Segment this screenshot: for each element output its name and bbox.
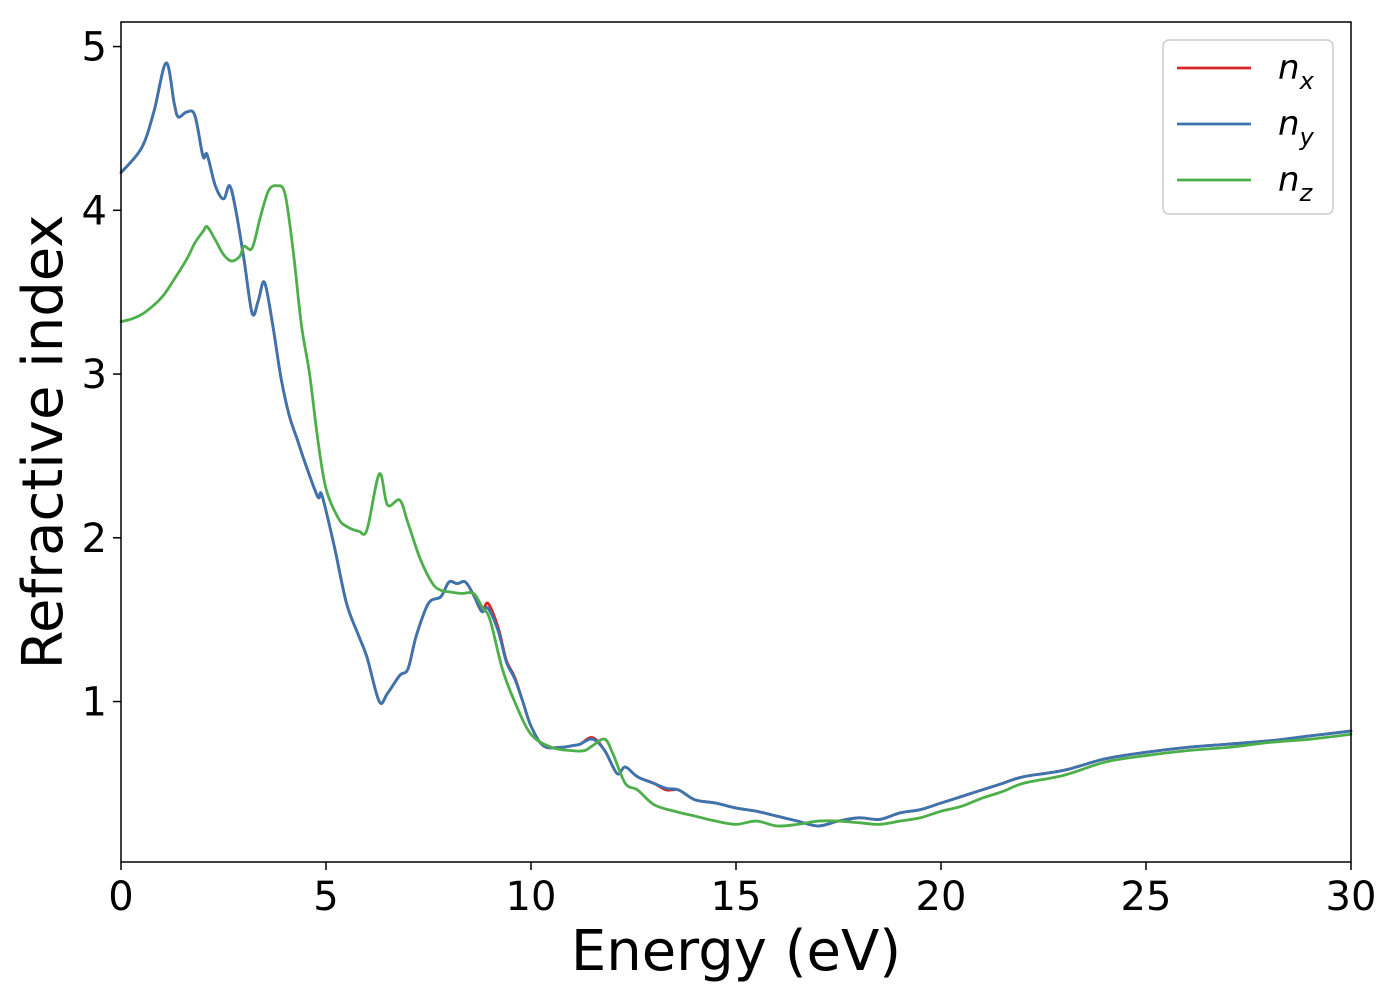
x-tick-label: 5 — [313, 874, 338, 920]
y-tick-label: 4 — [82, 188, 107, 234]
x-tick-label: 30 — [1326, 874, 1377, 920]
x-tick-label: 25 — [1121, 874, 1172, 920]
series-layer — [119, 61, 1353, 828]
legend-label-n-x: nx — [1278, 48, 1315, 95]
x-axis: 0 5 10 15 20 25 30 — [108, 862, 1376, 920]
legend-label-n-z: nz — [1278, 160, 1314, 207]
y-tick-label: 3 — [82, 352, 107, 398]
series-line-n-z — [119, 184, 1353, 828]
legend-box — [1162, 39, 1334, 215]
x-tick-label: 0 — [108, 874, 133, 920]
x-axis-title: Energy (eV) — [571, 919, 901, 984]
legend: nx ny nz — [1162, 39, 1334, 215]
y-axis-title: Refractive index — [11, 215, 76, 670]
y-axis: 1 2 3 4 5 — [82, 25, 121, 726]
x-tick-label: 10 — [506, 874, 557, 920]
x-tick-label: 15 — [711, 874, 762, 920]
y-tick-label: 1 — [82, 680, 107, 726]
x-tick-label: 20 — [916, 874, 967, 920]
y-tick-label: 5 — [82, 25, 107, 71]
y-tick-label: 2 — [82, 516, 107, 562]
legend-label-n-y: ny — [1278, 104, 1315, 151]
series-line-n-y — [119, 61, 1353, 828]
